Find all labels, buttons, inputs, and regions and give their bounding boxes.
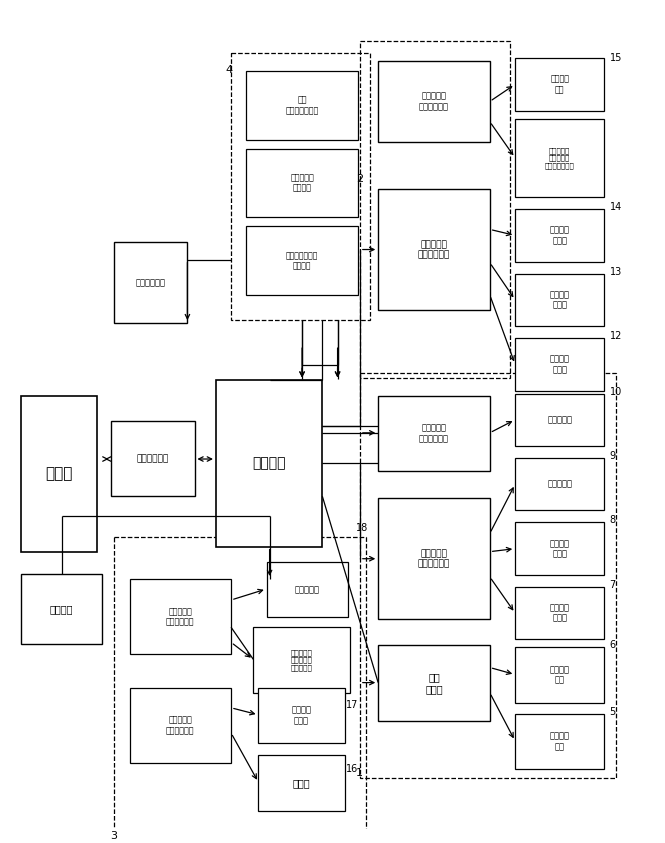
Bar bbox=[515, 458, 604, 510]
Bar bbox=[515, 119, 604, 197]
Bar bbox=[21, 574, 102, 644]
Bar bbox=[231, 53, 370, 320]
Bar bbox=[246, 227, 358, 295]
Text: 13: 13 bbox=[609, 266, 622, 277]
Text: 第一伺服
电机: 第一伺服 电机 bbox=[550, 732, 570, 751]
Text: 6: 6 bbox=[609, 641, 616, 650]
Text: 第三模拟量
输出控制模块: 第三模拟量 输出控制模块 bbox=[166, 716, 195, 735]
Text: 电源电路: 电源电路 bbox=[50, 604, 73, 614]
Bar bbox=[378, 189, 489, 310]
Text: 18: 18 bbox=[356, 524, 368, 534]
Text: 2: 2 bbox=[356, 174, 363, 184]
Text: 无线通信模块: 无线通信模块 bbox=[137, 454, 169, 463]
Text: 3: 3 bbox=[110, 830, 117, 840]
Text: 主控制器: 主控制器 bbox=[252, 457, 286, 470]
Text: 视频
采集与传输单元: 视频 采集与传输单元 bbox=[285, 96, 319, 115]
Bar bbox=[378, 395, 489, 471]
Text: 第三数字量
输出控制模块: 第三数字量 输出控制模块 bbox=[166, 607, 195, 626]
Text: 第一步米镜: 第一步米镜 bbox=[547, 416, 573, 424]
Bar bbox=[259, 755, 344, 810]
Text: 12: 12 bbox=[609, 331, 622, 341]
Text: 第二模拟量
输出控制模块: 第二模拟量 输出控制模块 bbox=[418, 239, 450, 260]
Text: 第四比例
调速阀: 第四比例 调速阀 bbox=[550, 226, 570, 245]
Text: 上位机: 上位机 bbox=[45, 466, 72, 481]
Text: 第六、七、
八三位四通
电磁换向阀: 第六、七、 八三位四通 电磁换向阀 bbox=[291, 649, 313, 671]
Bar bbox=[114, 536, 366, 834]
Text: 人机交互装置: 人机交互装置 bbox=[136, 278, 166, 287]
Text: 第一数字量
输出控制模块: 第一数字量 输出控制模块 bbox=[419, 424, 449, 443]
Text: 位置传感器
采集单元: 位置传感器 采集单元 bbox=[290, 174, 314, 193]
Bar bbox=[515, 209, 604, 261]
Bar bbox=[130, 688, 231, 763]
Text: 第三比例
调速阀: 第三比例 调速阀 bbox=[550, 290, 570, 309]
Text: 5: 5 bbox=[609, 706, 616, 717]
Text: 第一模拟量
输出控制模块: 第一模拟量 输出控制模块 bbox=[418, 549, 450, 568]
Bar bbox=[378, 646, 489, 721]
Bar bbox=[360, 41, 510, 379]
Bar bbox=[130, 579, 231, 654]
Bar bbox=[216, 380, 323, 546]
Text: 第一比例
调速阀: 第一比例 调速阀 bbox=[550, 604, 570, 623]
Bar bbox=[267, 561, 348, 617]
Text: 8: 8 bbox=[609, 515, 616, 525]
Text: 17: 17 bbox=[346, 700, 358, 710]
Text: 同步阀: 同步阀 bbox=[293, 778, 311, 788]
Text: 第十一步
米镜: 第十一步 米镜 bbox=[550, 75, 569, 94]
Text: 4: 4 bbox=[225, 65, 232, 75]
Bar bbox=[111, 421, 195, 497]
Bar bbox=[253, 627, 350, 693]
Bar bbox=[515, 587, 604, 639]
Bar bbox=[515, 714, 604, 769]
Text: 第二比例
调速阀: 第二比例 调速阀 bbox=[550, 355, 570, 374]
Bar bbox=[515, 647, 604, 703]
Bar bbox=[515, 58, 604, 110]
Text: 第一、二、
四、五三位
四通电磁换向阀: 第一、二、 四、五三位 四通电磁换向阀 bbox=[545, 147, 575, 169]
Bar bbox=[246, 72, 358, 140]
Text: 16: 16 bbox=[346, 765, 358, 774]
Bar bbox=[515, 274, 604, 326]
Bar bbox=[378, 62, 489, 142]
Text: 第二比例
调速阀: 第二比例 调速阀 bbox=[550, 539, 570, 558]
Text: 1: 1 bbox=[356, 768, 363, 778]
Text: 9: 9 bbox=[609, 451, 616, 461]
Bar bbox=[114, 243, 188, 323]
Bar bbox=[515, 394, 604, 446]
Bar bbox=[259, 688, 344, 743]
Text: 第三步米镜: 第三步米镜 bbox=[295, 585, 320, 594]
Text: 10: 10 bbox=[609, 386, 622, 396]
Text: 电机
控制器: 电机 控制器 bbox=[425, 673, 443, 694]
Text: 液压系统传感器
采集单元: 液压系统传感器 采集单元 bbox=[286, 251, 319, 271]
Bar bbox=[21, 395, 97, 551]
Text: 第二伺服
电机: 第二伺服 电机 bbox=[550, 665, 570, 685]
Text: 第一比例
调速阀: 第一比例 调速阀 bbox=[291, 706, 312, 725]
Bar bbox=[515, 338, 604, 390]
Bar bbox=[378, 498, 489, 619]
Bar bbox=[360, 373, 616, 778]
Text: 7: 7 bbox=[609, 580, 616, 590]
Text: 15: 15 bbox=[609, 53, 622, 63]
Text: 第二数字量
输出控制模块: 第二数字量 输出控制模块 bbox=[419, 92, 449, 111]
Bar bbox=[515, 523, 604, 575]
Text: 14: 14 bbox=[609, 202, 622, 212]
Text: 全闭减速阀: 全闭减速阀 bbox=[547, 480, 573, 489]
Bar bbox=[246, 149, 358, 217]
